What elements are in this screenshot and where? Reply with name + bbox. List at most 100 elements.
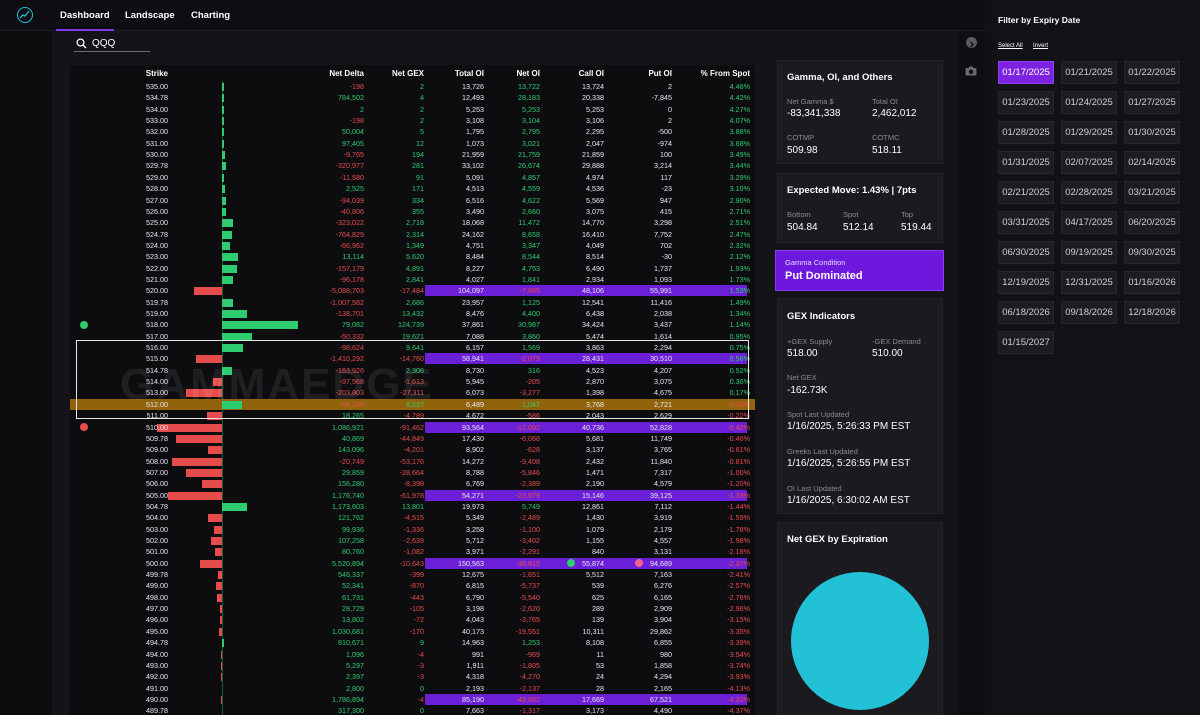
table-row[interactable]: 519.00 -138,701 13,432 8,476 4,400 6,438 2,038… <box>70 308 755 319</box>
select-all-link[interactable]: Select All <box>998 43 1023 49</box>
table-row[interactable]: 511.00 18,265 -4,789 4,672 -586 2,043 2,629 -0.… <box>70 410 755 421</box>
gex-bar[interactable] <box>222 344 244 353</box>
invert-link[interactable]: Invert <box>1033 43 1049 49</box>
expiry-date-button[interactable]: 01/22/2025 <box>1124 61 1180 84</box>
table-row[interactable]: 502.00 107,258 -2,639 5,712 -3,402 1,155 4,557… <box>70 535 755 546</box>
table-row[interactable]: 515.00 -1,410,292 -14,760 58,941 -2,079 28,43… <box>70 353 755 365</box>
table-row[interactable]: 512.00 -84,248 8,237 6,489 1,047 3,768 2,721 -0… <box>70 398 755 410</box>
gex-bar[interactable] <box>202 480 222 489</box>
table-row[interactable]: 509.00 143,096 -4,201 8,902 -628 3,137 3,765 -0… <box>70 444 755 455</box>
table-row[interactable]: 494.00 1,096 -4 991 -969 11 980 -3.54% <box>70 649 755 660</box>
table-row[interactable]: 504.78 1,173,603 13,801 19,973 5,749 12,861 7,… <box>70 501 755 512</box>
net-gex-pie-chart[interactable] <box>788 569 932 713</box>
table-row[interactable]: 533.00 -198 2 3,108 3,104 3,106 2 4.07% <box>70 115 755 126</box>
gex-bar[interactable] <box>222 310 247 318</box>
table-row[interactable]: 514.00 -97,568 -1,613 5,945 -205 2,870 3,075 0.… <box>70 376 755 387</box>
gex-bar[interactable] <box>222 298 234 307</box>
gex-bar[interactable] <box>222 151 225 160</box>
table-row[interactable]: 535.00 -198 2 13,726 13,722 13,724 2 4.46% <box>70 81 755 92</box>
gex-bar[interactable] <box>156 423 222 432</box>
table-row[interactable]: 490.00 1,786,894 -4 85,190 -49,852 17,669 67,5… <box>70 693 755 705</box>
table-row[interactable]: 498.00 61,731 -443 6,790 -5,540 625 6,165 -2.76… <box>70 592 755 603</box>
gex-bar[interactable] <box>220 695 222 704</box>
table-row[interactable]: 531.00 97,405 12 1,073 3,021 2,047 -974 3.68% <box>70 138 755 149</box>
gex-bar[interactable] <box>215 582 222 591</box>
table-row[interactable]: 499.78 546,337 -399 12,675 -1,651 5,512 7,163 -… <box>70 569 755 580</box>
gex-bar[interactable] <box>222 639 224 648</box>
table-row[interactable]: 524.00 -66,962 1,349 4,751 3,347 4,049 702 2.32… <box>70 240 755 251</box>
table-row[interactable]: 501.00 80,760 -1,082 3,971 -2,291 840 3,131 -2.… <box>70 546 755 557</box>
table-row[interactable]: 522.00 -157,179 4,891 8,227 4,753 6,490 1,737 1… <box>70 263 755 274</box>
header-total-oi[interactable]: Total OI <box>454 69 484 78</box>
table-row[interactable]: 516.00 -98,624 9,641 6,157 1,569 3,863 2,294 0.… <box>70 342 755 353</box>
gex-bar[interactable] <box>185 468 222 477</box>
gex-bar[interactable] <box>168 491 222 500</box>
expiry-date-button[interactable]: 01/28/2025 <box>998 121 1054 144</box>
table-row[interactable]: 518.00 79,082 124,739 37,861 30,987 34,424 3,4… <box>70 319 755 330</box>
table-row[interactable]: 505.00 1,176,740 -61,978 54,271 -23,979 15,14… <box>70 489 755 501</box>
gex-bar[interactable] <box>207 514 222 523</box>
table-row[interactable]: 497.00 28,729 -105 3,198 -2,620 289 2,909 -2.96… <box>70 603 755 614</box>
table-row[interactable]: 525.00 -323,022 2,718 18,068 11,472 14,770 3,2… <box>70 217 755 228</box>
table-row[interactable]: 521.00 -96,178 2,841 4,027 1,841 2,934 1,093 1.… <box>70 274 755 285</box>
table-row[interactable]: 529.78 -320,977 281 33,102 26,674 29,888 3,214… <box>70 160 755 171</box>
gex-bar[interactable] <box>176 434 222 443</box>
expiry-date-button[interactable]: 04/17/2025 <box>1061 211 1117 234</box>
gex-bar[interactable] <box>222 94 224 103</box>
table-row[interactable]: 493.00 5,297 -3 1,911 -1,805 53 1,858 -3.74% <box>70 660 755 671</box>
expiry-date-button[interactable]: 01/30/2025 <box>1124 121 1180 144</box>
table-row[interactable]: 506.00 156,280 -8,398 6,769 -2,389 2,190 4,579… <box>70 478 755 489</box>
gex-bar[interactable] <box>222 162 226 171</box>
table-row[interactable]: 491.00 2,800 0 2,193 -2,137 28 2,165 -4.13% <box>70 683 755 694</box>
search-bar[interactable] <box>74 36 150 52</box>
table-row[interactable]: 527.00 -94,039 334 6,516 4,622 5,569 947 2.90% <box>70 195 755 206</box>
nav-charting[interactable]: Charting <box>191 10 231 21</box>
gex-bar[interactable] <box>210 537 222 545</box>
gex-bar[interactable] <box>217 571 222 580</box>
expiry-date-button[interactable]: 01/15/2027 <box>998 331 1054 354</box>
gex-bar[interactable] <box>222 196 226 205</box>
expiry-date-button[interactable]: 06/18/2026 <box>998 301 1054 324</box>
expiry-date-button[interactable]: 06/30/2025 <box>998 241 1054 264</box>
gex-bar[interactable] <box>199 559 222 568</box>
gex-bar[interactable] <box>222 128 224 137</box>
gex-bar[interactable] <box>222 230 233 239</box>
expiry-date-button[interactable]: 01/24/2025 <box>1061 91 1117 114</box>
table-row[interactable]: 492.00 2,397 -3 4,318 -4,270 24 4,294 -3.93% <box>70 671 755 682</box>
table-row[interactable]: 513.00 -203,803 -27,311 6,073 -3,277 1,398 4,6… <box>70 387 755 398</box>
header-net-oi[interactable]: Net OI <box>516 69 540 78</box>
gex-bar[interactable] <box>219 627 222 636</box>
gex-bar[interactable] <box>222 83 224 91</box>
table-row[interactable]: 507.00 29,859 -28,664 8,788 -5,846 1,471 7,317… <box>70 467 755 478</box>
header-strike[interactable]: Strike <box>145 69 168 78</box>
table-row[interactable]: 524.78 -764,829 2,314 24,162 8,658 16,410 7,75… <box>70 229 755 240</box>
header-put-oi[interactable]: Put OI <box>648 69 672 78</box>
expiry-date-button[interactable]: 09/30/2025 <box>1124 241 1180 264</box>
gex-bar[interactable] <box>222 264 238 273</box>
expiry-date-button[interactable]: 01/27/2025 <box>1124 91 1180 114</box>
nav-dashboard[interactable]: Dashboard <box>56 0 114 31</box>
table-row[interactable]: 514.78 -163,926 2,306 8,730 316 4,523 4,207 0.5… <box>70 365 755 376</box>
table-row[interactable]: 534.00 2 2 5,253 5,253 5,253 0 4.27% <box>70 104 755 115</box>
chevron-right-icon[interactable] <box>966 37 977 48</box>
gex-bar[interactable] <box>214 548 222 557</box>
table-row[interactable]: 532.00 50,004 5 1,795 2,795 2,295 -500 3.88% <box>70 126 755 137</box>
table-row[interactable]: 495.00 1,030,681 -170 40,173 -19,551 10,311 29… <box>70 626 755 637</box>
gex-bar[interactable] <box>193 287 222 296</box>
table-row[interactable]: 503.00 99,936 -1,336 3,258 -1,100 1,079 2,179 -… <box>70 524 755 535</box>
table-row[interactable]: 534.78 784,502 4 12,493 28,183 20,338 -7,845 4.… <box>70 92 755 103</box>
gex-bar[interactable] <box>222 275 234 284</box>
gex-bar[interactable] <box>207 412 222 421</box>
gex-bar[interactable] <box>195 355 222 364</box>
expiry-date-button[interactable]: 12/19/2025 <box>998 271 1054 294</box>
table-row[interactable]: 489.78 317,300 0 7,663 -1,317 3,173 4,490 -4.37… <box>70 705 755 715</box>
gex-bar[interactable] <box>222 502 248 511</box>
table-row[interactable]: 530.00 -9,765 194 21,959 21,759 21,859 100 3.49… <box>70 149 755 160</box>
expiry-date-button[interactable]: 06/20/2025 <box>1124 211 1180 234</box>
expiry-date-button[interactable]: 01/17/2025 <box>998 61 1054 84</box>
table-row[interactable]: 519.78 -1,007,582 2,686 23,957 1,125 12,541 11… <box>70 297 755 308</box>
expiry-date-button[interactable]: 01/21/2025 <box>1061 61 1117 84</box>
gex-bar[interactable] <box>222 253 239 262</box>
table-row[interactable]: 520.00 -5,088,703 -17,484 104,097 -7,885 48,1… <box>70 285 755 297</box>
header-pct-from-spot[interactable]: % From Spot <box>700 69 750 78</box>
